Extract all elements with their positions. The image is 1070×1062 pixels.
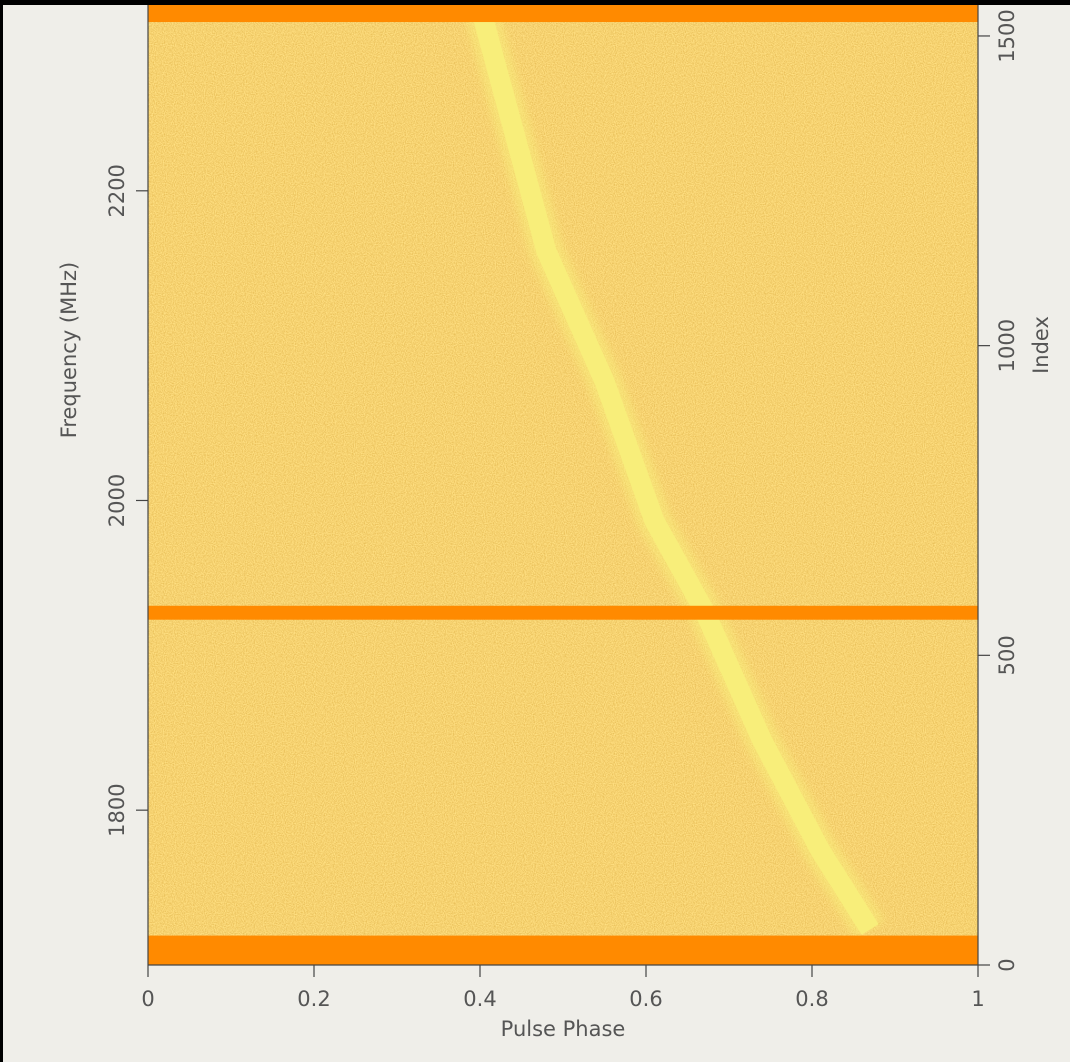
- masked-band: [148, 5, 978, 23]
- x-tick-label: 0.2: [297, 987, 330, 1011]
- x-tick-label: 0.8: [795, 987, 828, 1011]
- x-tick-label: 0.6: [629, 987, 662, 1011]
- y2-tick-label: 1500: [995, 9, 1019, 62]
- y2-axis-label: Index: [1029, 316, 1053, 374]
- frame-edge: [0, 0, 1070, 5]
- x-tick-label: 0.4: [463, 987, 496, 1011]
- y-axis-label: Frequency (MHz): [57, 262, 81, 438]
- y-tick-label: 2000: [105, 474, 129, 527]
- heatmap-noise: [148, 5, 978, 965]
- y2-tick-label: 500: [995, 635, 1019, 675]
- x-tick-label: 1: [971, 987, 984, 1011]
- x-tick-label: 0: [141, 987, 154, 1011]
- y2-tick-label: 1000: [995, 319, 1019, 372]
- masked-band: [148, 935, 978, 965]
- plot-area: [148, 5, 978, 965]
- pulse-track: [470, 5, 879, 935]
- x-axis-label: Pulse Phase: [501, 1017, 626, 1041]
- y-tick-label: 2200: [105, 164, 129, 217]
- y-tick-label: 1800: [105, 783, 129, 836]
- y2-tick-label: 0: [995, 958, 1019, 971]
- masked-band: [148, 605, 978, 620]
- frame-edge: [0, 0, 3, 1062]
